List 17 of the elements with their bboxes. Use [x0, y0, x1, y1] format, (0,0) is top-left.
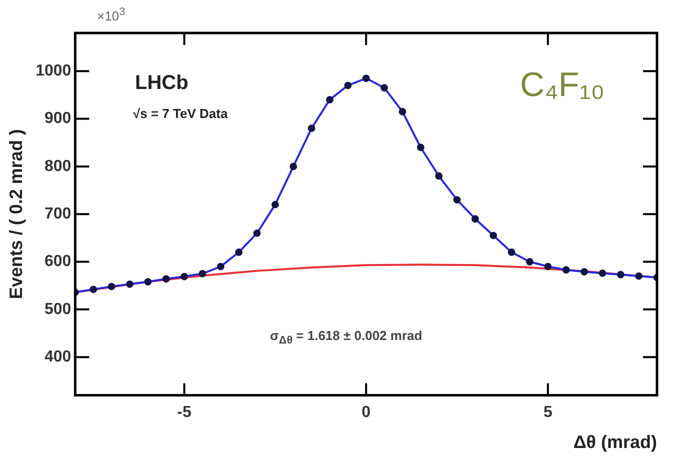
x-tick-label: -5: [177, 404, 192, 422]
y-tick-label: 1000: [36, 62, 72, 80]
x-axis-title: Δθ (mrad): [573, 432, 658, 452]
x-tick-label: 0: [362, 404, 371, 422]
annotation: C₄F₁₀: [520, 66, 605, 105]
y-tick-label: 700: [44, 206, 72, 223]
y-tick-label: 600: [44, 253, 72, 270]
text: ×10$^{3}$: [97, 6, 126, 24]
y-axis-title: Events / ( 0.2 mrad ): [6, 129, 26, 300]
x-tick-label: 5: [543, 404, 552, 422]
annotation: LHCb: [135, 72, 188, 95]
annotation: √s = 7 TeV Data: [133, 106, 228, 121]
y-tick-label: 400: [44, 348, 72, 366]
y-tick-label: 800: [44, 158, 72, 175]
y-tick-label: 900: [44, 110, 72, 128]
annotation: σ$_{Δθ}$ = 1.618 ± 0.002 mrad: [270, 328, 422, 347]
y-tick-label: 500: [44, 300, 72, 318]
